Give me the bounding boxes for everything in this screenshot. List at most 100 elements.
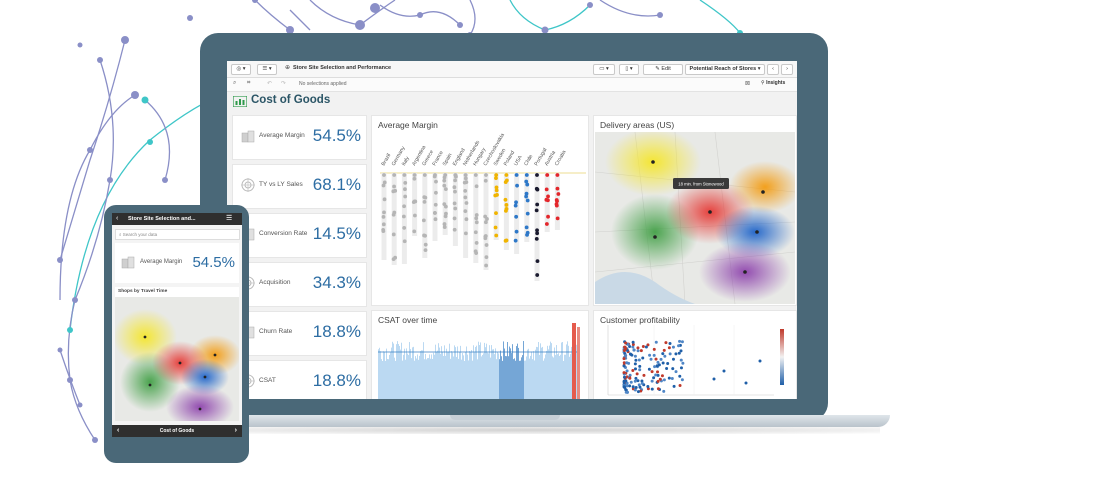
kpi-card[interactable]: TY vs LY Sales 68.1%: [232, 164, 367, 209]
kpi-value: 18.8%: [312, 371, 361, 390]
csat-line-chart[interactable]: [372, 311, 588, 399]
sheet-dropdown[interactable]: Potential Reach of Stores ▾: [685, 64, 765, 75]
csat-bar: [577, 327, 580, 399]
csat-bar: [561, 342, 562, 399]
search-icon: ⌕: [119, 232, 122, 237]
csat-over-time-panel[interactable]: CSAT over time: [371, 310, 589, 399]
navigation-menu-button[interactable]: ◎ ▾: [231, 64, 251, 75]
margin-dot: [524, 173, 529, 177]
sheet-list-button[interactable]: ☰ ▾: [257, 64, 277, 75]
csat-bar: [507, 342, 508, 399]
margin-dot: [494, 211, 498, 216]
smart-search-icon[interactable]: ⌕: [233, 80, 237, 86]
margin-dot: [535, 202, 540, 207]
phone-map-card[interactable]: Shops by Travel Time: [115, 287, 239, 421]
previous-sheet-button[interactable]: ‹: [767, 64, 779, 75]
clear-selections-icon[interactable]: ⊠: [745, 81, 751, 87]
csat-bar: [463, 355, 464, 399]
csat-bar: [452, 352, 453, 399]
next-sheet-button[interactable]: ›: [781, 64, 793, 75]
edit-button[interactable]: ✎ Edit: [643, 64, 683, 75]
insights-button[interactable]: ⚲ Insights: [761, 80, 786, 86]
kpi-card[interactable]: Churn Rate 18.8%: [232, 311, 367, 356]
margin-dot: [391, 232, 396, 237]
delivery-areas-panel[interactable]: Delivery areas (US) 18 min.: [593, 115, 797, 306]
previous-sheet-icon[interactable]: ‹: [117, 427, 120, 434]
customer-dot: [633, 362, 637, 366]
csat-bar: [480, 342, 481, 399]
country-label: Spain: [442, 152, 454, 167]
kpi-card[interactable]: Average Margin 54.5%: [232, 115, 367, 160]
kpi-card[interactable]: CSAT 18.8%: [232, 360, 367, 399]
margin-dot: [463, 176, 468, 181]
customer-dot: [677, 351, 681, 355]
csat-bar: [465, 351, 466, 399]
story-button[interactable]: ▯ ▾: [619, 64, 639, 75]
next-sheet-icon[interactable]: ›: [234, 427, 237, 434]
margin-dot: [535, 273, 540, 277]
customer-dot: [633, 388, 637, 392]
csat-bar: [424, 359, 425, 399]
margin-dot: [555, 199, 559, 204]
customer-dot: [637, 383, 641, 387]
margin-dot: [483, 236, 488, 241]
customer-profitability-panel[interactable]: Customer profitability: [593, 310, 797, 399]
csat-bar: [569, 356, 570, 399]
coins-icon: [241, 130, 255, 143]
margin-dot: [524, 194, 529, 199]
customer-dot: [624, 341, 628, 345]
panel-title: Average Margin: [378, 120, 438, 130]
margin-dot: [494, 233, 499, 238]
bookmark-button[interactable]: ▭ ▾: [593, 64, 615, 75]
kpi-card[interactable]: Acquisition 34.3%: [232, 262, 367, 307]
csat-bar: [451, 351, 452, 399]
csat-bar: [384, 351, 385, 399]
laptop-shadow: [190, 426, 880, 434]
customer-dot: [650, 379, 654, 383]
csat-bar: [409, 342, 410, 399]
customer-dot: [639, 349, 643, 353]
csat-bar: [473, 345, 474, 399]
phone-search-input[interactable]: ⌕ Search your data: [115, 229, 240, 240]
margin-dot: [463, 195, 468, 200]
margin-dot: [422, 173, 427, 177]
panel-title: CSAT over time: [378, 315, 438, 325]
margin-dot: [433, 202, 438, 207]
customer-scatter-chart[interactable]: [594, 311, 796, 399]
margin-dot: [464, 201, 469, 205]
csat-bar: [468, 360, 469, 399]
margin-dot: [422, 199, 427, 204]
csat-bar: [553, 357, 554, 399]
csat-bar: [381, 359, 382, 399]
customer-dot: [671, 367, 675, 371]
csat-bar: [417, 354, 418, 399]
phone-map-title: Shops by Travel Time: [118, 289, 168, 294]
csat-bar: [543, 360, 544, 399]
phone-kpi-card[interactable]: Average Margin 54.5%: [115, 243, 239, 283]
delivery-map[interactable]: 18 min. from Stonewood: [595, 132, 795, 304]
average-margin-panel[interactable]: Average Margin Brazil Germany Italy Argenti…: [371, 115, 589, 306]
margin-dot: [473, 230, 478, 235]
margin-dot: [381, 222, 386, 227]
selections-tool-icon[interactable]: ⌗: [247, 80, 251, 86]
csat-bar: [497, 352, 498, 399]
csat-bar: [517, 343, 518, 399]
back-step-icon[interactable]: ↶: [267, 81, 273, 87]
sheet-title: Cost of Goods: [251, 94, 331, 106]
margin-dot: [546, 194, 550, 199]
customer-dot: [656, 387, 660, 391]
margin-dot: [434, 179, 438, 184]
csat-bar: [515, 360, 516, 399]
csat-bar: [449, 343, 450, 399]
phone-kpi-value: 54.5%: [192, 254, 235, 271]
csat-bar: [502, 360, 503, 399]
hamburger-menu-icon[interactable]: ☰: [226, 215, 233, 222]
csat-bar: [525, 360, 526, 399]
phone-map[interactable]: [115, 297, 239, 421]
kpi-card[interactable]: Conversion Rate 14.5%: [232, 213, 367, 258]
csat-bar: [486, 343, 487, 399]
csat-bar: [379, 347, 380, 399]
back-icon[interactable]: ‹: [116, 215, 119, 222]
forward-step-icon[interactable]: ↷: [281, 81, 287, 87]
